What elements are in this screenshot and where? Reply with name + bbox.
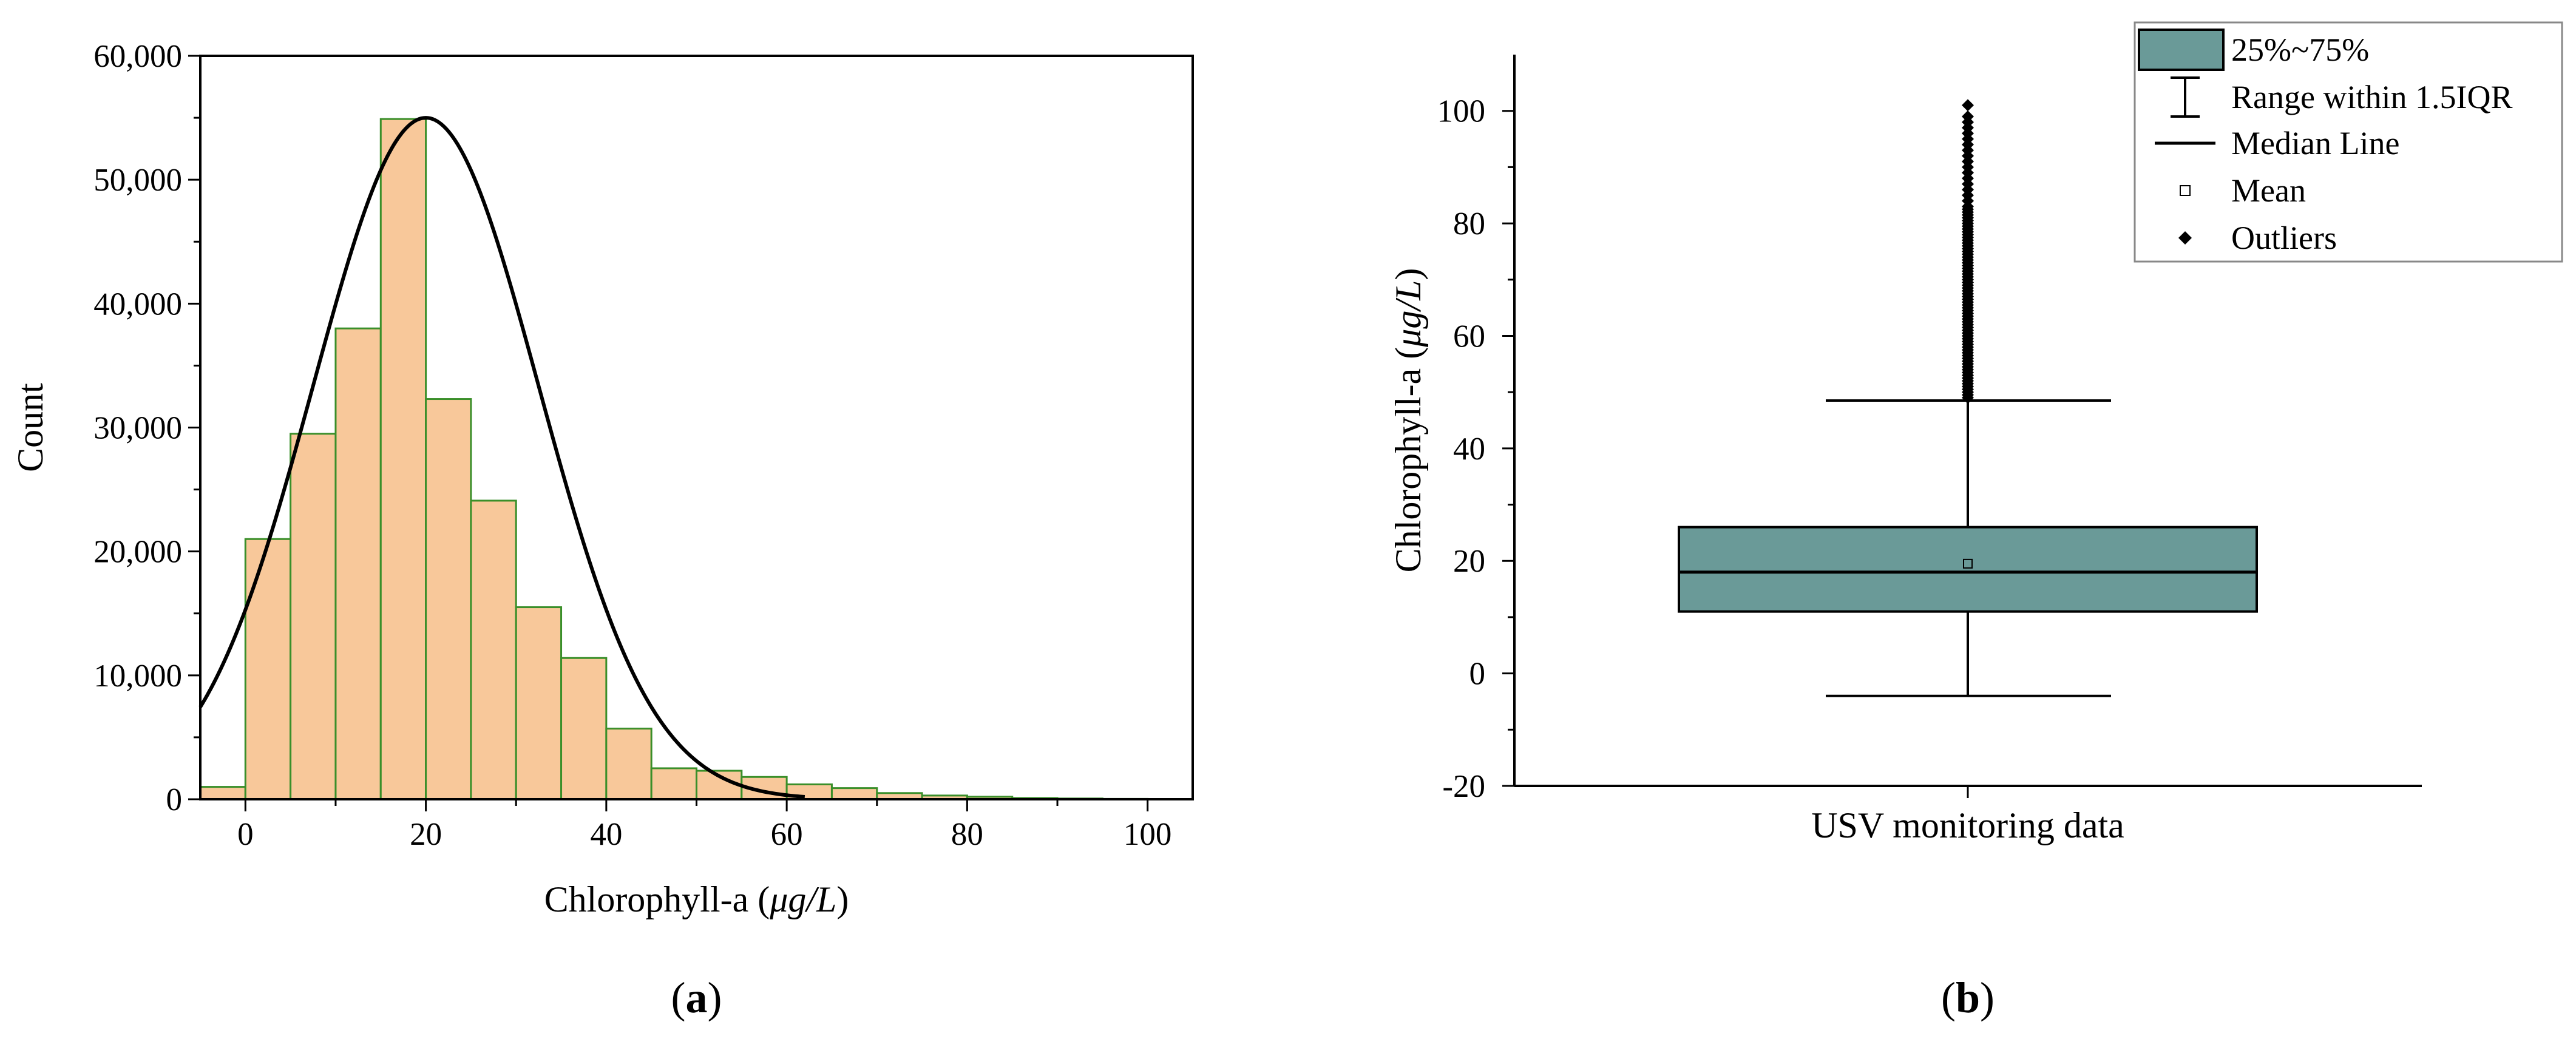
y-tick-label: 40,000 (93, 286, 182, 322)
histogram-chart: 0 20 40 60 80 100 0 10,000 20,000 30,000 40,000 50,… (10, 39, 1194, 1022)
y-tick-label: 60,000 (93, 39, 182, 74)
legend-label: Mean (2231, 172, 2306, 209)
histogram-bar-7 (515, 606, 563, 800)
x-axis-title: Chlorophyll-a (μg/L) (544, 879, 849, 919)
x-tick-label: 20 (410, 817, 442, 852)
histogram-bar-3 (334, 327, 382, 800)
box-plot-chart: -20 0 20 40 60 80 100 USV monitoring data Chloro… (1388, 21, 2563, 1022)
histogram-bar-1 (244, 538, 292, 800)
legend-symbol-mean (2180, 185, 2191, 196)
legend-label: Median Line (2231, 125, 2399, 161)
box-y-tick-label: 20 (1453, 544, 1485, 579)
histogram-bar-2 (290, 433, 337, 800)
x-tick-label: 0 (237, 817, 254, 852)
histogram-bar-8 (560, 657, 608, 800)
box-y-tick-label: 0 (1469, 657, 1486, 692)
box-x-category-label: USV monitoring data (1811, 805, 2124, 845)
subfigure-caption-a: (a) (671, 973, 722, 1022)
y-tick-label: 30,000 (93, 411, 182, 446)
y-tick-label: 0 (166, 782, 183, 817)
y-tick-label: 50,000 (93, 163, 182, 198)
legend-label: 25%~75% (2231, 32, 2369, 68)
x-tick-label: 60 (771, 817, 803, 852)
x-tick-label: 40 (590, 817, 622, 852)
legend-label: Outliers (2231, 220, 2337, 256)
x-tick-label: 100 (1124, 817, 1172, 852)
histogram-bar-5 (425, 398, 472, 800)
histogram-bar-9 (605, 728, 652, 800)
histogram-bar-6 (470, 499, 517, 800)
box-y-tick-label: 80 (1453, 206, 1485, 242)
histogram-bar-10 (650, 767, 697, 800)
histogram-bar-0 (199, 786, 246, 800)
outlier-point-85 (1962, 99, 1974, 112)
mean-marker (1963, 558, 1973, 569)
box-y-axis-title: Chlorophyll-a (μg/L) (1388, 268, 1428, 573)
iqr-box (1678, 526, 2258, 613)
normal-fit-curve (198, 116, 805, 799)
histogram-bar-14 (830, 787, 878, 800)
box-y-tick-label: 100 (1437, 94, 1486, 129)
box-y-tick-label: -20 (1442, 769, 1485, 804)
legend-symbol-outlier (2178, 231, 2192, 245)
y-tick-label: 20,000 (93, 535, 182, 570)
y-tick-label: 10,000 (93, 658, 182, 694)
y-axis-title: Count (10, 383, 50, 472)
histogram-bar-4 (379, 118, 427, 800)
x-tick-label: 80 (951, 817, 983, 852)
box-y-tick-label: 40 (1453, 431, 1485, 467)
subfigure-caption-b: (b) (1941, 973, 1995, 1022)
outlier-point-84 (1962, 110, 1974, 123)
box-y-tick-label: 60 (1453, 319, 1485, 354)
legend-symbol-box (2138, 29, 2225, 71)
box-legend: 25%~75% Range within 1.5IQR Median Line Mea… (2134, 21, 2563, 263)
legend-label: Range within 1.5IQR (2231, 79, 2512, 115)
